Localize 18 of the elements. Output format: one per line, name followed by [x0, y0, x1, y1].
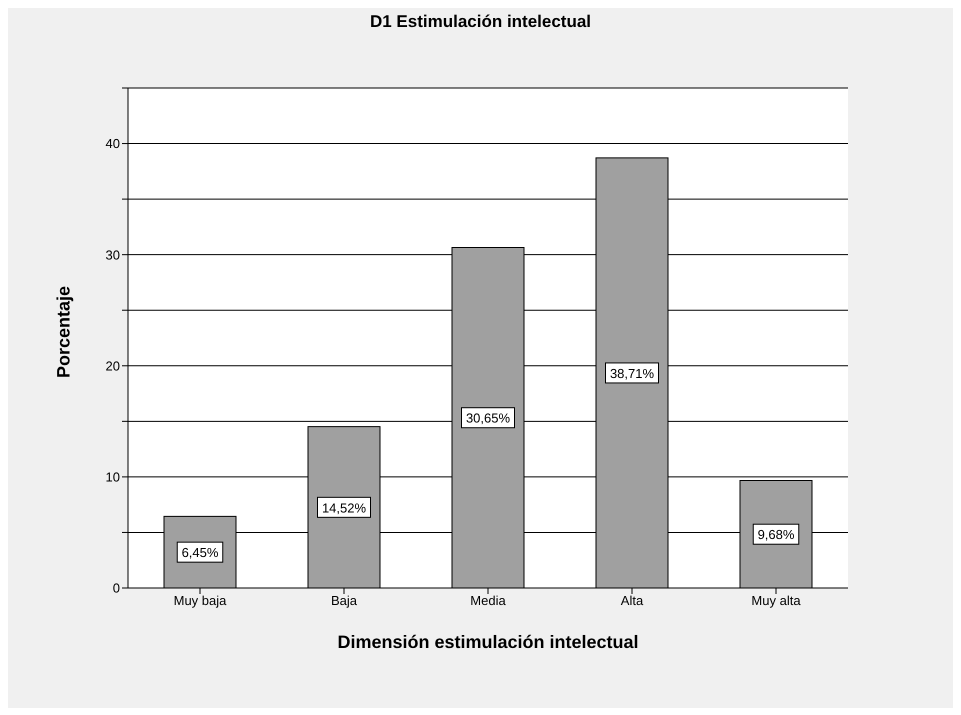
x-tick-label: Media — [470, 593, 506, 608]
y-tick-label: 0 — [112, 580, 120, 596]
data-label: 30,65% — [466, 410, 510, 426]
data-label: 6,45% — [182, 545, 219, 560]
data-label: 9,68% — [758, 527, 795, 542]
chart-title: D1 Estimulación intelectual — [368, 11, 592, 33]
y-tick-label: 10 — [106, 470, 120, 485]
x-tick-label: Baja — [330, 593, 358, 608]
y-tick-label: 30 — [106, 247, 120, 262]
y-axis-title: Porcentaje — [53, 286, 74, 378]
data-label: 14,52% — [322, 500, 366, 516]
y-tick-label: 40 — [106, 136, 120, 152]
data-label: 38,71% — [610, 366, 654, 381]
x-tick-label: Muy baja — [174, 593, 228, 608]
x-tick-label: Alta — [620, 593, 644, 608]
x-axis-title: Dimensión estimulación intelectual — [337, 632, 639, 652]
x-tick-label: Muy alta — [751, 593, 802, 608]
y-tick-label: 20 — [106, 358, 120, 374]
